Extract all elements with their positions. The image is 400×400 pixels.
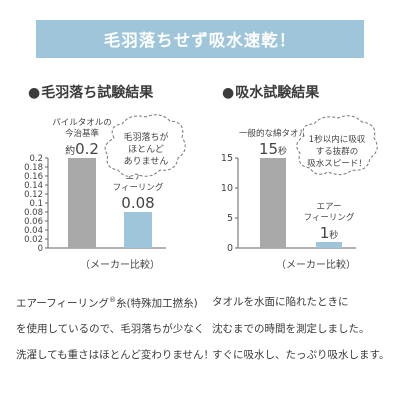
y-tick-label-0: 0: [38, 244, 43, 254]
y-tick-label-1: 5: [227, 213, 233, 224]
lint-value-label-0: 約0.2: [65, 140, 99, 158]
absorb-category-label-0-0: 一般的な綿タオル: [239, 128, 308, 139]
lint-bar-1: [124, 212, 152, 248]
bubble-left-line-1: 毛羽落ちが: [123, 131, 168, 143]
y-tick-label-3: 15: [221, 153, 233, 164]
bubble-left-line-2: ほとんど: [128, 144, 164, 155]
bullet-icon: ●: [28, 85, 41, 101]
lint-category-label-0-1: パイルタオルの: [52, 118, 112, 128]
desc-right-line-2: 沈むまでの時間を測定しました。: [212, 323, 370, 335]
bubble-right-line-3: 吸水スピード！: [307, 158, 367, 169]
banner-title: 毛羽落ちせず吸水速乾！: [103, 31, 297, 50]
lint-category-label-0-0: 今治基準: [65, 128, 100, 139]
registered-mark: ®: [109, 296, 117, 304]
bubble-left: 毛羽落ちが ほとんど ありません: [104, 114, 186, 177]
heading-right-text: 吸水試験結果: [235, 85, 320, 101]
chart-lint: 00.020.040.060.080.10.120.140.160.180.2約…: [24, 118, 166, 254]
y-tick-label-0: 0: [227, 243, 233, 254]
desc-right-line-3: すぐに吸水し、たっぷり吸水します。: [212, 349, 390, 361]
lint-value-label-1: 0.08: [121, 194, 154, 212]
y-tick-label-7: 0.14: [24, 181, 43, 191]
desc-left-line-3: 洗濯しても重さはほとんど変わりません！: [16, 349, 215, 361]
desc-left-line-2: を使用しているので、毛羽落ちが少なく: [16, 323, 205, 335]
y-tick-label-6: 0.12: [24, 190, 43, 200]
desc-right-line-1: タオルを水面に陥れたときに: [212, 296, 349, 308]
absorb-category-label-1-1: エアー: [317, 202, 342, 212]
y-tick-label-9: 0.18: [24, 163, 43, 173]
absorb-bar-1: [316, 242, 342, 248]
note-right: （メーカー比較）: [276, 258, 356, 271]
absorb-category-label-1-0: フィーリング: [304, 212, 355, 223]
y-tick-label-3: 0.06: [24, 217, 43, 227]
absorb-value-label-1: 1秒: [320, 224, 339, 242]
bubble-left-line-3: ありません: [124, 156, 169, 167]
heading-right: ●吸水試験結果: [222, 82, 319, 102]
heading-left: ●毛羽落ち試験結果: [28, 82, 153, 102]
lint-bar-0: [68, 158, 96, 248]
bullet-icon: ●: [222, 85, 235, 101]
title-banner: 毛羽落ちせず吸水速乾！: [36, 20, 364, 58]
y-tick-label-10: 0.2: [29, 154, 43, 164]
lint-category-label-1-0: フィーリング: [113, 182, 164, 193]
y-tick-label-4: 0.08: [24, 208, 43, 218]
absorb-value-label-0: 15秒: [259, 140, 287, 158]
bubble-right-line-1: 1秒以内に吸収: [309, 134, 366, 145]
bubble-right-line-2: する抜群の: [316, 146, 359, 157]
bubble-right: 1秒以内に吸収 する抜群の 吸水スピード！: [296, 115, 378, 176]
desc-left-1b: 糸(特殊加工撚糸): [116, 297, 198, 310]
heading-left-text: 毛羽落ち試験結果: [41, 85, 154, 101]
desc-left-1a: エアーフィーリング: [16, 297, 110, 310]
y-tick-label-1: 0.02: [24, 235, 43, 245]
y-tick-label-5: 0.1: [29, 199, 43, 209]
note-left: （メーカー比較）: [80, 258, 160, 271]
lint-category-label-1-1: エアー: [126, 172, 151, 182]
y-tick-label-2: 0.04: [24, 226, 43, 236]
desc-left-line-1: エアーフィーリング®糸(特殊加工撚糸): [16, 297, 198, 309]
y-tick-label-8: 0.16: [24, 172, 43, 182]
y-tick-label-2: 10: [221, 183, 233, 194]
absorb-bar-0: [260, 158, 286, 248]
